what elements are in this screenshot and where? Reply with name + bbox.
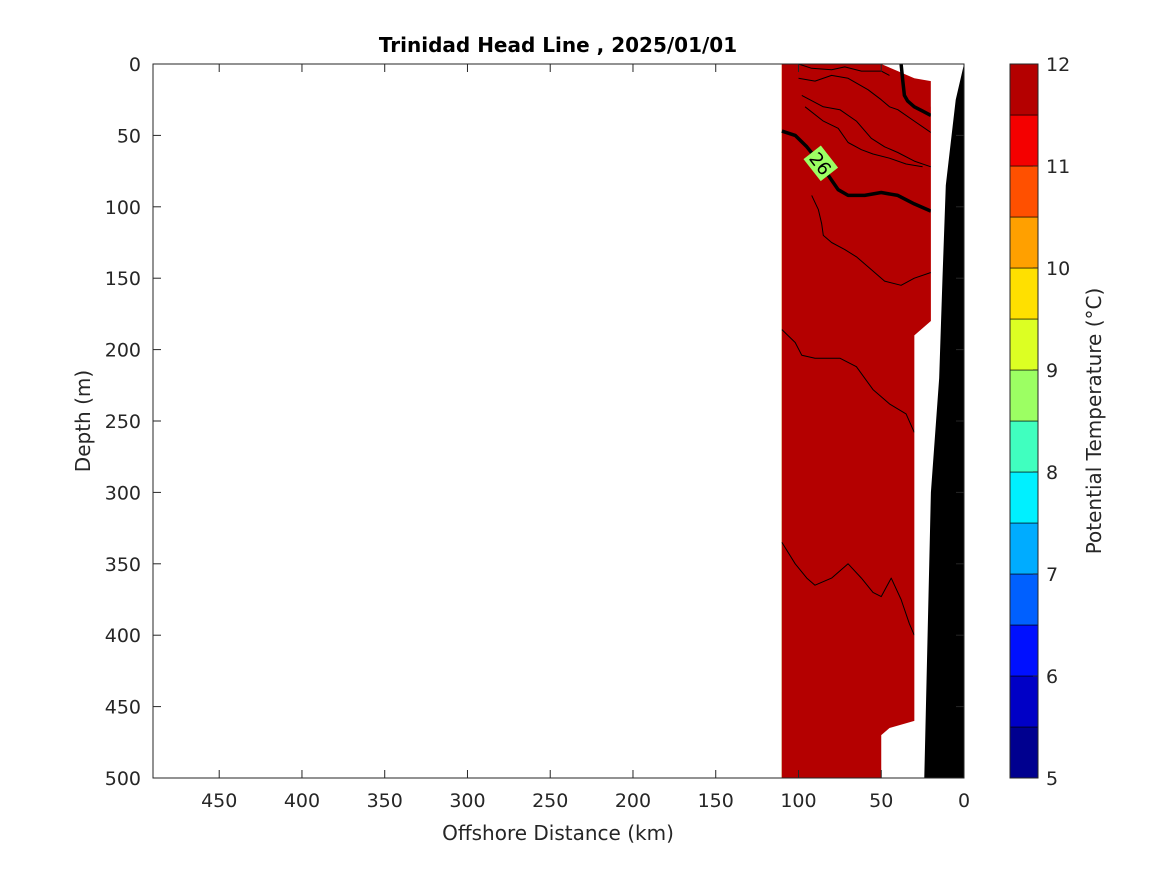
colorbar-tick-label: 9: [1046, 360, 1058, 382]
colorbar-level-10: [1009, 216, 1039, 269]
plot-area: 26: [153, 64, 964, 778]
y-tick-label: 400: [105, 625, 141, 647]
y-tick-label: 450: [105, 697, 141, 719]
colorbar-level-13: [1009, 63, 1039, 116]
colorbar-level-12: [1009, 114, 1039, 167]
colorbar-tick-label: 11: [1046, 156, 1070, 178]
colorbar-level-0: [1009, 726, 1039, 779]
density-contour-0: [781, 129, 932, 213]
x-tick-label: 200: [615, 790, 651, 812]
x-tick-label: 100: [780, 790, 816, 812]
x-tick-label: 400: [284, 790, 320, 812]
density-contour-8: [811, 195, 932, 286]
x-tick-label: 150: [698, 790, 734, 812]
temperature-band-13: [781, 64, 931, 778]
temperature-bands: [781, 64, 931, 778]
x-tick-label: 50: [869, 790, 893, 812]
y-tick-label: 250: [105, 411, 141, 433]
x-tick-label: 0: [958, 790, 970, 812]
density-contour-7: [804, 106, 923, 168]
y-tick-label: 0: [129, 54, 141, 76]
y-tick-label: 300: [105, 482, 141, 504]
colorbar-level-7: [1009, 369, 1039, 422]
colorbar-level-9: [1009, 267, 1039, 320]
x-axis: 450 400 350 300 250 200 150 100 50 0: [201, 64, 970, 812]
colorbar-level-1: [1009, 675, 1039, 728]
colorbar-tick-label: 7: [1046, 564, 1058, 586]
data-masks: [881, 64, 964, 778]
x-tick-label: 300: [449, 790, 485, 812]
colorbar-tick-label: 10: [1046, 258, 1070, 280]
contour-label-bg: [803, 145, 839, 182]
y-tick-label: 150: [105, 268, 141, 290]
colorbar-tick-label: 12: [1046, 54, 1070, 76]
x-axis-label: Offshore Distance (km): [442, 821, 674, 845]
colorbar-tick-label: 5: [1046, 768, 1058, 790]
density-contour-5: [798, 74, 932, 133]
density-contour-3: [781, 542, 915, 636]
colorbar-tick-label: 6: [1046, 666, 1058, 688]
missing-data-mask: [881, 64, 956, 778]
y-axis-label: Depth (m): [71, 370, 95, 472]
x-tick-label: 250: [532, 790, 568, 812]
density-contour-6: [801, 94, 932, 168]
y-tick-label: 500: [105, 768, 141, 790]
density-contour-1: [899, 64, 932, 117]
density-contour-2: [781, 329, 915, 433]
y-tick-label: 200: [105, 340, 141, 362]
colorbar-level-3: [1009, 573, 1039, 626]
colorbar-frame: [1009, 63, 1039, 779]
colorbar-tick-label: 8: [1046, 462, 1058, 484]
colorbar-level-6: [1009, 420, 1039, 473]
colorbar-level-8: [1009, 318, 1039, 371]
chart-title: Trinidad Head Line , 2025/01/01: [379, 33, 737, 57]
y-tick-label: 100: [105, 197, 141, 219]
bathymetry: [924, 64, 964, 778]
colorbar-level-4: [1009, 522, 1039, 575]
colorbar-level-2: [1009, 624, 1039, 677]
y-axis: 0 50 100 150 200 250 300 350 400 450 500: [105, 54, 964, 790]
colorbar-level-11: [1009, 165, 1039, 218]
colorbar-level-5: [1009, 471, 1039, 524]
colorbar: 5 6 7 8 9 10 11 12: [1009, 54, 1070, 790]
y-tick-label: 350: [105, 554, 141, 576]
y-tick-label: 50: [117, 125, 141, 147]
x-tick-label: 350: [367, 790, 403, 812]
colorbar-label: Potential Temperature (°C): [1082, 288, 1106, 555]
x-tick-label: 450: [201, 790, 237, 812]
